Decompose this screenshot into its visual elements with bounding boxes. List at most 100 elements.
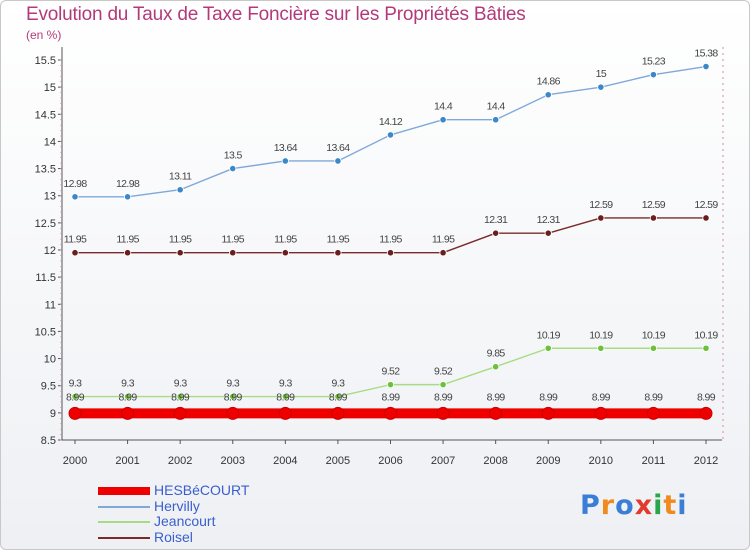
data-point	[121, 406, 135, 420]
data-point	[281, 249, 289, 257]
data-label: 13.11	[169, 171, 192, 183]
data-label: 12.31	[537, 214, 561, 226]
data-label: 13.5	[224, 150, 243, 162]
data-label: 13.64	[326, 142, 350, 154]
data-label: 10.19	[589, 329, 613, 341]
data-point	[702, 214, 710, 222]
data-point	[281, 392, 289, 401]
data-point	[597, 214, 605, 222]
data-point	[123, 392, 132, 401]
data-label: 15.38	[694, 48, 718, 60]
data-label: 10.19	[537, 329, 561, 341]
data-point	[492, 363, 500, 371]
data-point	[123, 249, 132, 257]
y-tick-label: 12	[44, 245, 56, 257]
data-label: 8.99	[224, 391, 243, 403]
data-label: 9.3	[332, 378, 346, 390]
data-label: 14.86	[537, 76, 561, 88]
data-label: 8.99	[644, 391, 663, 403]
data-label: 9.3	[279, 378, 293, 390]
data-label: 14.4	[434, 101, 453, 113]
data-label: 11.95	[169, 234, 192, 246]
data-point	[229, 164, 237, 173]
data-point	[229, 392, 237, 401]
x-tick-label: 2006	[378, 455, 402, 467]
data-label: 8.99	[697, 391, 716, 403]
data-point	[541, 406, 555, 420]
x-tick-label: 2003	[221, 455, 245, 467]
y-tick-label: 9.5	[41, 381, 56, 393]
data-label: 14.4	[487, 101, 506, 113]
data-label: 9.3	[121, 378, 135, 390]
y-tick-label: 14.5	[35, 109, 56, 121]
y-tick-label: 9	[50, 408, 56, 420]
data-point	[702, 344, 710, 352]
data-point	[71, 193, 79, 201]
y-tick-label: 13	[44, 191, 56, 203]
data-point	[334, 392, 342, 401]
data-point	[173, 406, 187, 420]
proxiti-logo: Proxiti	[580, 490, 688, 521]
data-point	[123, 193, 132, 201]
data-point	[176, 392, 184, 401]
data-point	[334, 249, 342, 257]
data-point	[597, 83, 605, 91]
y-tick-label: 15	[44, 82, 56, 94]
data-point	[176, 186, 184, 194]
data-point	[386, 131, 395, 139]
data-point	[436, 406, 450, 420]
data-label: 11.95	[274, 234, 297, 246]
x-tick-label: 2012	[694, 455, 718, 467]
data-label: 8.99	[434, 391, 453, 403]
data-point	[492, 229, 500, 237]
data-label: 8.99	[171, 391, 190, 403]
data-label: 12.59	[694, 199, 718, 211]
data-label: 8.99	[539, 391, 558, 403]
data-point	[439, 381, 447, 389]
data-point	[492, 116, 500, 124]
data-point	[649, 214, 658, 222]
legend-swatch	[98, 487, 150, 495]
data-label: 8.99	[276, 391, 295, 403]
data-point	[646, 406, 660, 420]
data-label: 12.59	[642, 199, 666, 211]
data-label: 11.95	[116, 234, 139, 246]
data-label: 11.95	[64, 234, 87, 246]
data-label: 9.52	[434, 366, 453, 378]
data-point	[597, 344, 605, 352]
data-point	[649, 344, 658, 352]
legend-swatch	[98, 521, 150, 523]
x-tick-label: 2007	[431, 455, 455, 467]
data-point	[544, 344, 552, 352]
legend-swatch	[98, 536, 150, 539]
data-label: 11.95	[379, 234, 402, 246]
legend-label: Roisel	[154, 528, 193, 545]
y-tick-label: 8.5	[41, 435, 56, 447]
data-label: 9.3	[69, 378, 83, 390]
data-point	[71, 249, 79, 257]
data-label: 9.3	[226, 378, 240, 390]
y-tick-label: 14	[44, 136, 56, 148]
data-point	[386, 249, 395, 257]
data-label: 8.99	[381, 391, 400, 403]
data-label: 8.99	[592, 391, 611, 403]
legend-swatch	[98, 505, 150, 508]
y-tick-label: 10	[44, 354, 56, 366]
data-point	[331, 406, 345, 420]
data-label: 8.99	[119, 391, 138, 403]
data-point	[649, 71, 658, 79]
x-tick-label: 2010	[589, 455, 613, 467]
x-tick-label: 2008	[483, 455, 507, 467]
data-point	[176, 249, 184, 257]
data-label: 11.95	[432, 234, 455, 246]
x-tick-label: 2000	[63, 455, 87, 467]
data-label: 12.98	[116, 178, 140, 190]
data-label: 13.64	[274, 142, 298, 154]
data-point	[544, 91, 552, 99]
data-point	[702, 62, 710, 71]
data-label: 15.23	[642, 56, 666, 68]
data-label: 10.19	[694, 329, 718, 341]
data-point	[68, 406, 82, 420]
